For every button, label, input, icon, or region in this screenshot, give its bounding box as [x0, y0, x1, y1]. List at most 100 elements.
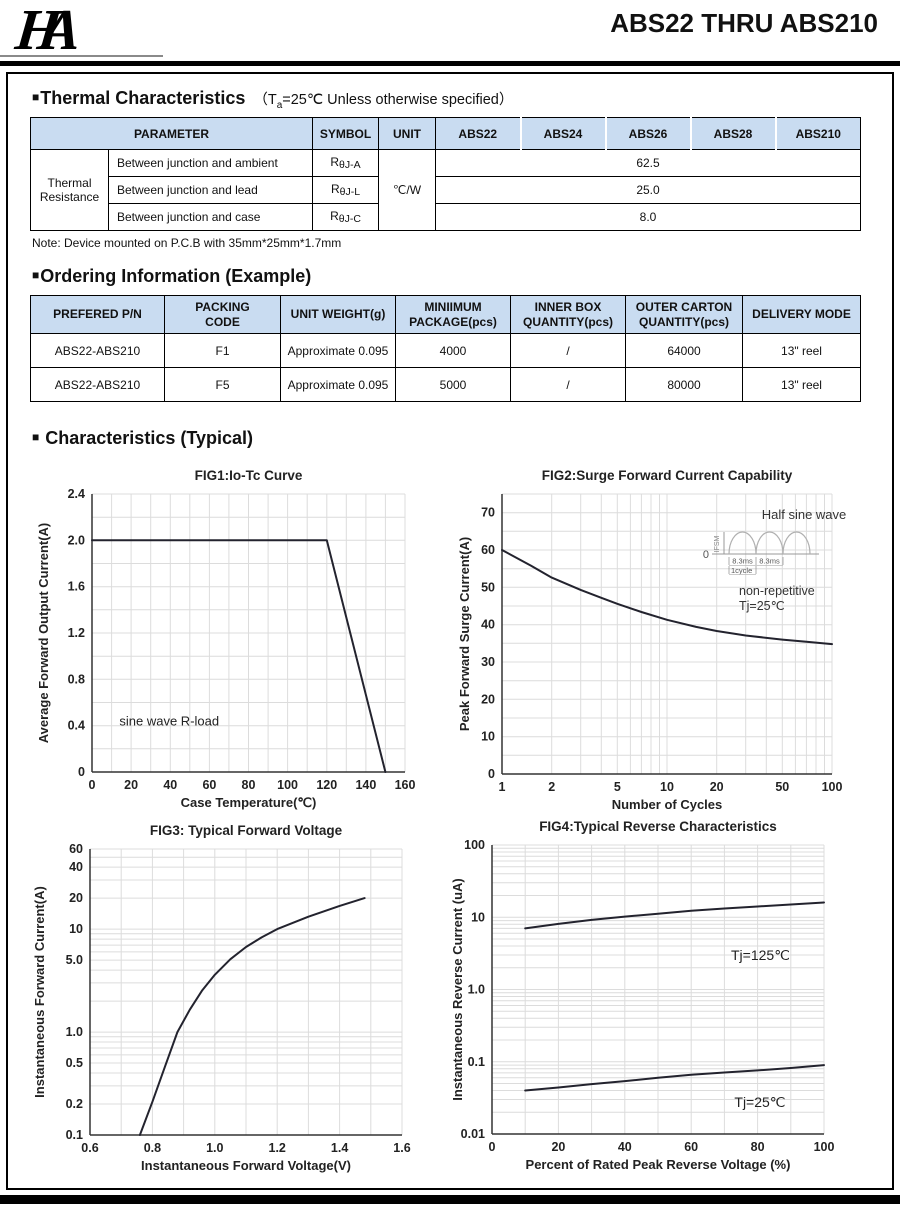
- svg-text:10: 10: [481, 730, 495, 744]
- column-header: DELIVERY MODE: [742, 295, 861, 334]
- svg-text:1cycle: 1cycle: [731, 566, 752, 575]
- svg-text:1.0: 1.0: [468, 983, 485, 997]
- svg-text:8.3ms: 8.3ms: [759, 557, 780, 566]
- table-cell: 5000: [395, 367, 511, 402]
- column-header-parameter: PARAMETER: [30, 117, 313, 150]
- table-cell: 13" reel: [742, 367, 861, 402]
- symbol-cell: RθJ-A: [312, 149, 379, 177]
- svg-text:40: 40: [618, 1140, 632, 1154]
- svg-text:40: 40: [481, 618, 495, 632]
- svg-text:Tj=25℃: Tj=25℃: [734, 1094, 785, 1110]
- svg-text:100: 100: [464, 838, 485, 852]
- thermal-conditions: （Ta=25℃ Unless otherwise specified）: [253, 92, 514, 111]
- column-header: UNIT WEIGHT(g): [280, 295, 396, 334]
- column-header-abs26: ABS26: [604, 117, 691, 150]
- svg-text:FIG2:Surge Forward Current Cap: FIG2:Surge Forward Current Capability: [542, 468, 793, 483]
- table-row: ABS22-ABS210 F5 Approximate 0.095 5000 /…: [30, 367, 861, 402]
- svg-text:0.8: 0.8: [144, 1141, 161, 1155]
- table-cell: /: [510, 333, 626, 368]
- section-bullet-icon: ■: [32, 268, 40, 282]
- svg-text:0.4: 0.4: [68, 719, 85, 733]
- svg-text:0.2: 0.2: [66, 1097, 83, 1111]
- svg-text:0.8: 0.8: [68, 672, 85, 686]
- svg-text:Instantaneous Reverse Current: Instantaneous Reverse Current (uA): [452, 878, 465, 1101]
- svg-text:120: 120: [316, 778, 337, 792]
- svg-text:0: 0: [488, 767, 495, 781]
- svg-text:1.2: 1.2: [68, 626, 85, 640]
- svg-text:20: 20: [551, 1140, 565, 1154]
- thermal-group-cell: Thermal Resistance: [30, 149, 109, 231]
- svg-text:1.0: 1.0: [66, 1025, 83, 1039]
- doc-title: ABS22 THRU ABS210: [610, 8, 878, 38]
- svg-text:0.5: 0.5: [66, 1056, 83, 1070]
- column-header-symbol: SYMBOL: [312, 117, 379, 150]
- svg-text:Number of Cycles: Number of Cycles: [612, 797, 723, 812]
- thermal-note: Note: Device mounted on P.C.B with 35mm*…: [32, 236, 342, 250]
- characteristics-heading-text: Characteristics (Typical): [45, 428, 254, 448]
- column-header: INNER BOX QUANTITY(pcs): [510, 295, 626, 334]
- fig1-chart: 0 20 40 60 80 100 120 140 160 0 0.4 0.8 1.2 1.6 2.0 2.4…: [36, 468, 416, 810]
- svg-text:80: 80: [751, 1140, 765, 1154]
- table-cell: 4000: [395, 333, 511, 368]
- ordering-heading-text: Ordering Information (Example): [40, 266, 312, 286]
- logo-underline: [0, 55, 163, 57]
- table-cell: ABS22-ABS210: [30, 333, 165, 368]
- svg-text:sine wave R-load: sine wave R-load: [119, 714, 219, 729]
- svg-text:30: 30: [481, 655, 495, 669]
- table-cell: F5: [164, 367, 281, 402]
- svg-text:1.6: 1.6: [393, 1141, 410, 1155]
- column-header: PREFERED P/N: [30, 295, 165, 334]
- svg-text:1: 1: [499, 780, 506, 794]
- table-cell: 64000: [625, 333, 743, 368]
- table-cell: 80000: [625, 367, 743, 402]
- svg-text:40: 40: [69, 860, 83, 874]
- column-header-unit: UNIT: [378, 117, 436, 150]
- table-row: Thermal Resistance Between junction and …: [30, 149, 861, 231]
- value-cell: 8.0: [435, 203, 861, 231]
- svg-text:0: 0: [89, 778, 96, 792]
- svg-text:40: 40: [163, 778, 177, 792]
- svg-text:1.0: 1.0: [206, 1141, 223, 1155]
- svg-text:10: 10: [660, 780, 674, 794]
- unit-cell: ℃/W: [378, 149, 436, 231]
- svg-text:2.4: 2.4: [68, 487, 85, 501]
- svg-text:Percent of Rated Peak Reverse: Percent of Rated Peak Reverse Voltage (%…: [526, 1157, 791, 1172]
- svg-text:FIG3: Typical Forward Voltage: FIG3: Typical Forward Voltage: [150, 823, 343, 838]
- characteristics-heading: ■ Characteristics (Typical): [32, 428, 253, 449]
- value-cell: 25.0: [435, 176, 861, 204]
- table-cell: 13" reel: [742, 333, 861, 368]
- parameter-cell: Between junction and ambient: [108, 149, 313, 177]
- column-header-abs22: ABS22: [435, 117, 521, 150]
- content-box: ■Thermal Characteristics （Ta=25℃ Unless o…: [6, 72, 894, 1190]
- svg-text:0: 0: [78, 765, 85, 779]
- svg-text:2.0: 2.0: [68, 533, 85, 547]
- parameter-cell: Between junction and lead: [108, 176, 313, 204]
- column-header-abs28: ABS28: [689, 117, 776, 150]
- value-cell: 62.5: [435, 149, 861, 177]
- svg-text:1.6: 1.6: [68, 580, 85, 594]
- parameter-cell: Between junction and case: [108, 203, 313, 231]
- table-cell: Approximate 0.095: [280, 367, 396, 402]
- column-header: MINIIMUM PACKAGE(pcs): [395, 295, 511, 334]
- svg-text:Tj=25℃: Tj=25℃: [739, 599, 785, 613]
- svg-text:5: 5: [614, 780, 621, 794]
- table-cell: /: [510, 367, 626, 402]
- svg-text:20: 20: [69, 891, 83, 905]
- svg-text:1.4: 1.4: [331, 1141, 348, 1155]
- ordering-heading: ■Ordering Information (Example): [32, 266, 311, 287]
- svg-text:FIG4:Typical Reverse Character: FIG4:Typical Reverse Characteristics: [539, 819, 777, 834]
- svg-text:Peak Forward Surge Current(A): Peak Forward Surge Current(A): [457, 537, 472, 731]
- column-header: OUTER CARTON QUANTITY(pcs): [625, 295, 743, 334]
- column-header: PACKING CODE: [164, 295, 281, 334]
- svg-text:70: 70: [481, 506, 495, 520]
- table-row: ABS22-ABS210 F1 Approximate 0.095 4000 /…: [30, 333, 861, 368]
- svg-text:5.0: 5.0: [66, 953, 83, 967]
- svg-text:2: 2: [548, 780, 555, 794]
- svg-text:1.2: 1.2: [269, 1141, 286, 1155]
- svg-text:160: 160: [395, 778, 416, 792]
- svg-text:Tj=125℃: Tj=125℃: [731, 947, 790, 963]
- table-cell: F1: [164, 333, 281, 368]
- table-row: Between junction and lead RθJ-L 25.0: [31, 176, 861, 204]
- svg-text:Instantaneous Forward Current(: Instantaneous Forward Current(A): [32, 886, 47, 1098]
